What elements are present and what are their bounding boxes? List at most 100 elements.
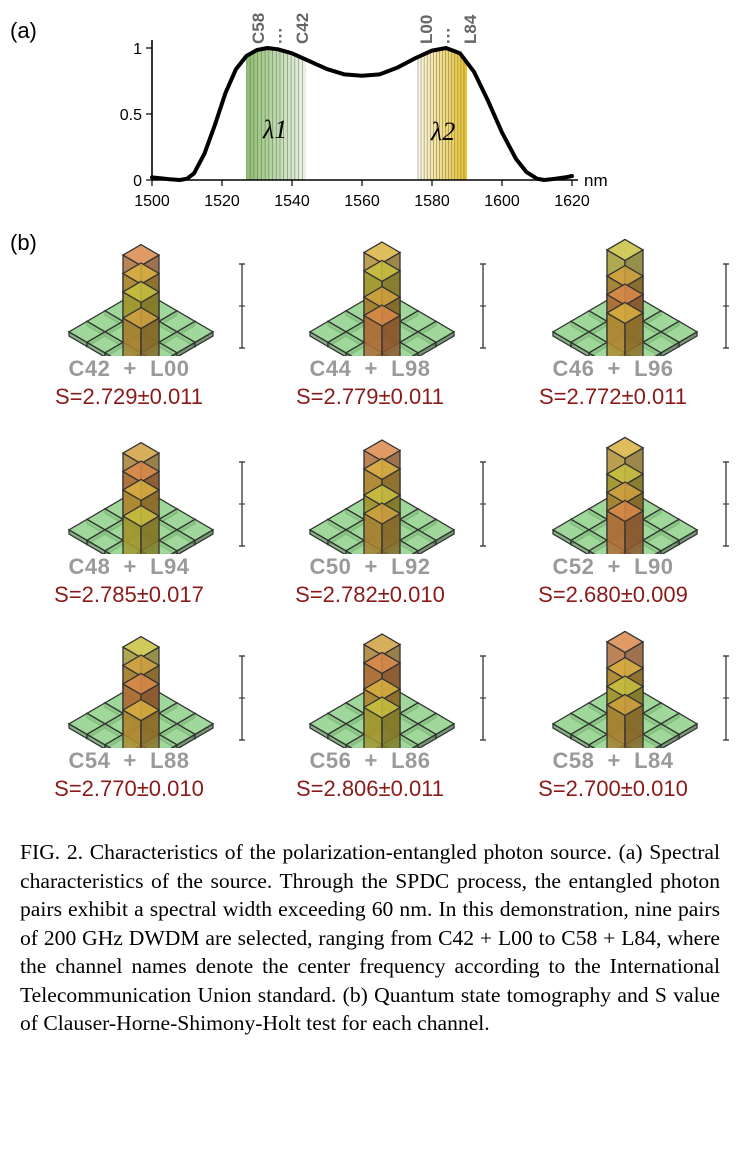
bar-top-face	[362, 457, 402, 481]
tomography-cell: C54 + L88 S=2.770±0.010	[6, 620, 252, 816]
tomography-bar-diagonal	[121, 698, 161, 748]
figure-caption: FIG. 2. Characteristics of the polarizat…	[20, 840, 720, 1035]
band-strip	[276, 49, 280, 180]
density-matrix-plot	[308, 633, 486, 748]
bar-top-face	[121, 478, 161, 502]
band-strip	[439, 48, 443, 181]
tomography-bar-diagonal	[605, 693, 645, 748]
x-tick-label: 1500	[134, 193, 170, 210]
band-strip	[253, 50, 258, 180]
s-value-label: S=2.779±0.011	[295, 384, 445, 409]
bar-top-face	[362, 304, 402, 327]
s-value-label: S=2.772±0.011	[538, 384, 688, 409]
band-strip	[418, 56, 422, 180]
bar-top-face	[121, 306, 161, 330]
x-axis-label: nm	[584, 171, 608, 190]
band-strip	[279, 50, 284, 180]
band-strip	[427, 52, 431, 180]
s-value-label: S=2.785±0.017	[54, 582, 204, 607]
band-strip	[302, 58, 306, 180]
tomography-bar-diagonal	[362, 696, 402, 748]
density-matrix-plot	[67, 441, 245, 554]
channel-pair-label: C54 + L88	[68, 748, 190, 773]
y-tick-label: 0.5	[120, 107, 142, 124]
band-strip	[287, 52, 292, 180]
band-strip	[265, 48, 269, 181]
band-strip	[457, 53, 461, 180]
s-value-label: S=2.770±0.010	[54, 776, 204, 801]
band-strip	[257, 49, 262, 180]
band-strip	[294, 55, 299, 180]
channel-label-c42: C42	[293, 13, 312, 44]
chart-axes: 1500 1520 1540 1560 1580 1600 1620 0 0.5 1 nm	[120, 40, 608, 210]
bar-top-face	[605, 693, 645, 717]
band-strip	[272, 48, 277, 181]
band-strip	[433, 50, 437, 181]
x-tick-label: 1540	[274, 193, 310, 210]
lambda-1-label: λ1	[262, 115, 287, 144]
density-matrix-plot	[308, 439, 486, 554]
channel-pair-label: C58 + L84	[552, 748, 674, 773]
s-value-label: S=2.782±0.010	[295, 582, 445, 607]
band-strip	[421, 54, 425, 180]
bar-top-face	[121, 672, 161, 696]
x-tick-label: 1520	[204, 193, 240, 210]
band-strip	[424, 53, 428, 180]
band-strip	[442, 48, 446, 181]
bar-top-face	[121, 698, 161, 722]
band-2	[417, 48, 467, 181]
tomography-bar-diagonal	[605, 301, 645, 356]
density-matrix-plot	[308, 241, 486, 356]
bar-top-face	[362, 651, 402, 675]
band-strip	[448, 49, 452, 180]
tomography-bar-diagonal	[121, 306, 161, 356]
band-strip	[454, 51, 458, 180]
tomography-bar-diagonal	[121, 504, 161, 554]
bar-top-face	[362, 502, 402, 525]
s-value-label: S=2.806±0.011	[295, 776, 445, 801]
bar-top-face	[605, 436, 645, 460]
bar-top-face	[121, 280, 161, 304]
channel-pair-label: C42 + L00	[68, 356, 190, 381]
bar-top-face	[362, 696, 402, 719]
s-value-label: S=2.700±0.010	[538, 776, 688, 801]
tomography-cell: C42 + L00 S=2.729±0.011	[6, 228, 252, 424]
tomography-bar-diagonal	[362, 304, 402, 356]
band-strip	[246, 54, 251, 180]
channel-pair-label: C48 + L94	[68, 554, 190, 579]
spectrum-line	[150, 46, 574, 182]
tomography-bar-diagonal	[605, 499, 645, 554]
bar-top-face	[605, 630, 645, 654]
tomography-cell: C44 + L98 S=2.779±0.011	[247, 228, 493, 424]
density-matrix-plot	[551, 630, 729, 748]
band-strip	[283, 51, 288, 181]
x-tick-label: 1600	[484, 193, 520, 210]
channel-pair-label: C44 + L98	[309, 356, 431, 381]
tomography-cell: C56 + L86 S=2.806±0.011	[247, 620, 493, 816]
bar-top-face	[362, 259, 402, 283]
channel-label-c58: C58	[249, 13, 268, 44]
lambda-2-label: λ2	[430, 117, 455, 146]
band-strip	[268, 48, 273, 181]
band-strip	[436, 49, 440, 181]
bar-top-face	[605, 499, 645, 523]
band-strip	[298, 57, 303, 180]
density-matrix-plot	[67, 635, 245, 748]
x-tick-label: 1620	[554, 193, 590, 210]
band-strip	[250, 52, 254, 180]
y-tick-label: 0	[133, 173, 142, 190]
band-strip	[451, 50, 455, 180]
channel-label-l00: L00	[417, 15, 436, 44]
bar-top-face	[605, 301, 645, 325]
density-matrix-plot	[551, 238, 729, 356]
tomography-cell: C46 + L96 S=2.772±0.011	[490, 228, 736, 424]
x-tick-label: 1560	[344, 193, 380, 210]
bar-top-face	[605, 238, 645, 262]
channel-pair-label: C50 + L92	[309, 554, 431, 579]
density-matrix-plot	[551, 436, 729, 554]
tomography-cell: C50 + L92 S=2.782±0.010	[247, 426, 493, 622]
s-value-label: S=2.729±0.011	[54, 384, 204, 409]
band-strip	[291, 53, 295, 181]
